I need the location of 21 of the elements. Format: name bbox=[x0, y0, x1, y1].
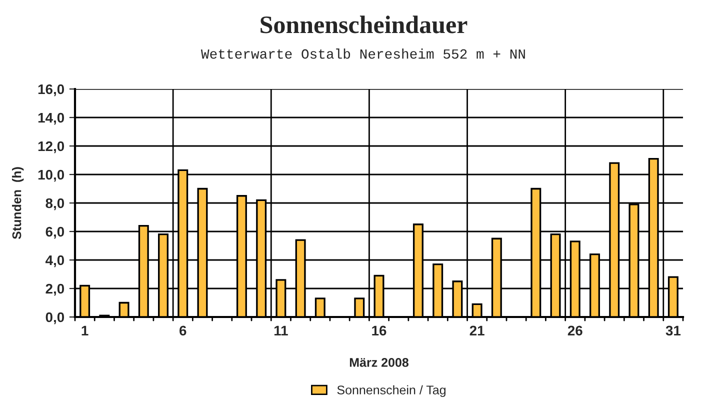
chart-subtitle: Wetterwarte Ostalb Neresheim 552 m + NN bbox=[200, 48, 525, 59]
y-tick-label: 0,0 bbox=[46, 312, 64, 324]
y-axis-title: Stunden (h) bbox=[12, 167, 24, 240]
x-tick-label: 1 bbox=[82, 326, 88, 336]
x-tick-label: 26 bbox=[568, 326, 582, 336]
y-tick-label: 8,0 bbox=[46, 198, 64, 210]
y-tick-label: 12,0 bbox=[38, 141, 64, 154]
x-tick-label: 31 bbox=[666, 326, 681, 336]
y-tick-label: 6,0 bbox=[46, 226, 64, 239]
x-tick-label: 11 bbox=[274, 326, 288, 336]
y-tick-label: 14,0 bbox=[38, 112, 64, 125]
x-tick-label: 6 bbox=[180, 326, 186, 336]
y-tick-label: 2,0 bbox=[46, 284, 64, 296]
x-tick-label: 21 bbox=[470, 326, 484, 336]
y-tick-label: 16,0 bbox=[38, 84, 64, 96]
y-tick-label: 10,0 bbox=[38, 170, 64, 182]
y-tick-label: 4,0 bbox=[45, 255, 64, 268]
x-axis-title: März 2008 bbox=[350, 358, 408, 367]
chart-title: Sonnenscheindauer bbox=[260, 16, 468, 34]
legend-label: Sonnenschein / Tag bbox=[337, 385, 446, 397]
x-tick-label: 16 bbox=[372, 326, 386, 336]
